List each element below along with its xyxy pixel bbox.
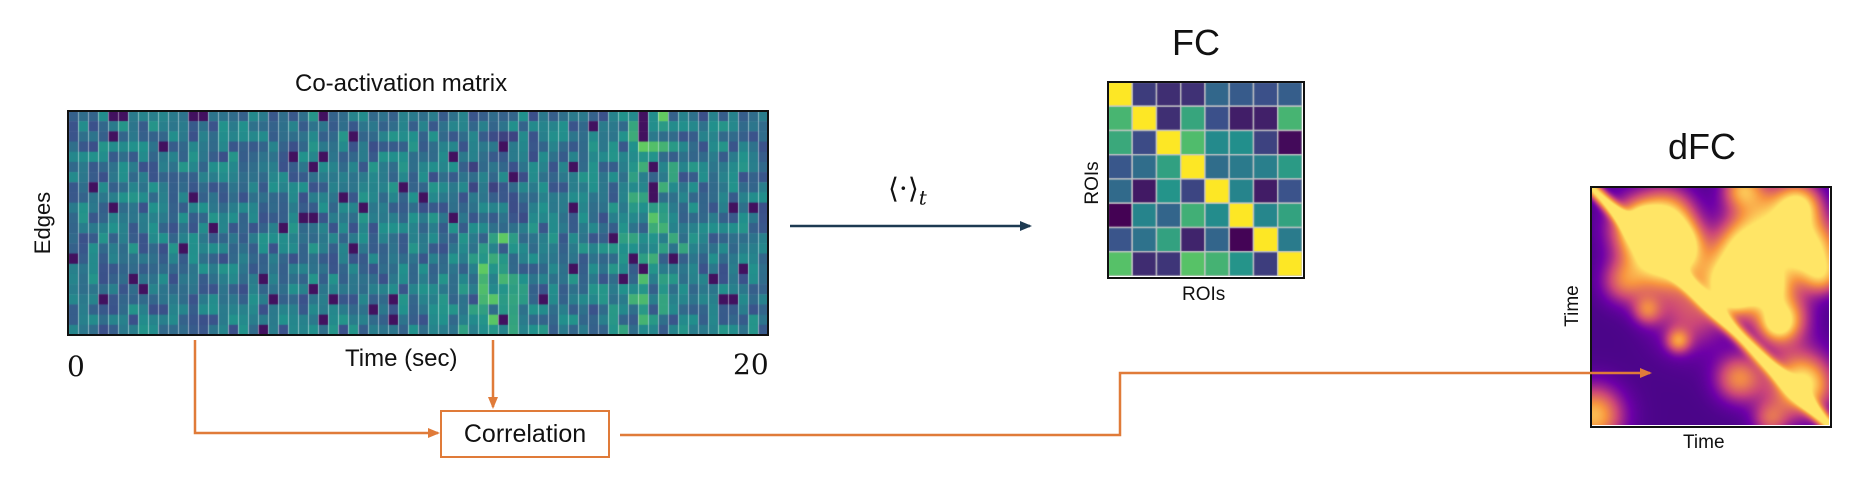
fc-heatmap bbox=[1108, 82, 1302, 276]
coactivation-x-max: 20 bbox=[733, 348, 769, 381]
correlation-box: Correlation bbox=[440, 410, 610, 458]
coactivation-title: Co-activation matrix bbox=[295, 70, 508, 97]
coactivation-heatmap bbox=[68, 111, 768, 335]
arrow-left-to-correlation bbox=[193, 340, 440, 438]
coactivation-xlabel: Time (sec) bbox=[345, 345, 458, 372]
dfc-title: dFC bbox=[1668, 126, 1737, 167]
fc-xlabel: ROIs bbox=[1182, 284, 1226, 305]
fc-title: FC bbox=[1172, 22, 1220, 63]
coactivation-frame bbox=[67, 110, 769, 336]
dfc-heatmap bbox=[1591, 187, 1829, 425]
coactivation-x-min: 0 bbox=[67, 350, 85, 383]
arrow-correlation-to-dfc bbox=[620, 368, 1652, 437]
dfc-xlabel: Time bbox=[1683, 432, 1725, 453]
operator-symbol: ⟨·⟩ bbox=[888, 172, 919, 205]
operator-subscript: t bbox=[918, 185, 927, 210]
fc-frame bbox=[1107, 81, 1305, 279]
dfc-frame bbox=[1590, 186, 1832, 428]
time-average-operator: ⟨·⟩t bbox=[888, 172, 927, 210]
correlation-label: Correlation bbox=[463, 419, 587, 448]
